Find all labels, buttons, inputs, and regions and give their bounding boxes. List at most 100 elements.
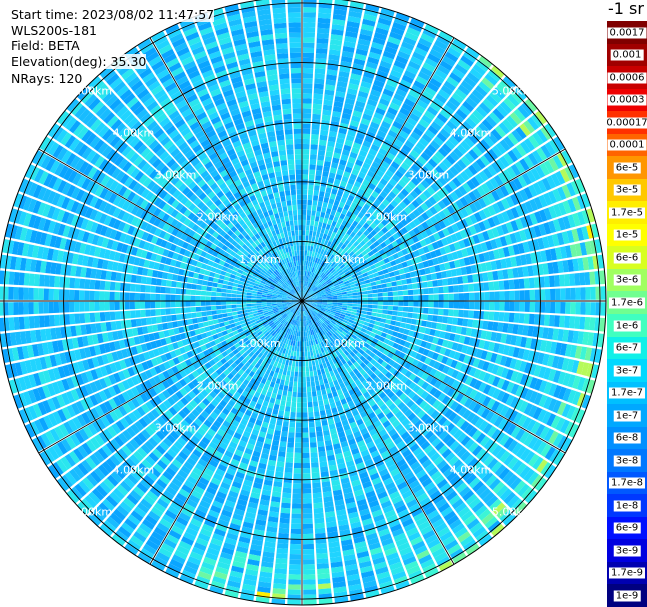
ray-gate (392, 216, 401, 225)
ray-gate (321, 420, 328, 426)
ray-gate (327, 281, 333, 286)
ray-gate (502, 246, 510, 257)
ray-gate (397, 166, 407, 175)
ray-gate (519, 387, 529, 399)
ray-gate (553, 451, 565, 466)
ray-gate (342, 344, 349, 350)
ray-gate (424, 430, 434, 440)
ray-gate (492, 270, 499, 281)
ray-gate (317, 248, 322, 254)
ray-gate (307, 320, 310, 326)
ray-gate (373, 437, 383, 446)
ray-gate (399, 79, 412, 89)
ray-gate (278, 527, 290, 534)
ray-gate (385, 319, 392, 325)
ray-gate (368, 274, 375, 279)
ray-gate (377, 270, 384, 276)
ray-gate (317, 302, 323, 305)
ray-gate (362, 113, 373, 121)
ray-gate (560, 288, 566, 300)
ray-gate (363, 13, 377, 22)
ray-gate (385, 277, 392, 283)
ray-gate (572, 196, 582, 211)
ray-gate (383, 156, 393, 165)
ray-gate (322, 109, 332, 116)
ray-gate (517, 348, 525, 360)
ray-gate (383, 387, 392, 395)
ray-gate (420, 254, 428, 262)
ray-gate (424, 237, 432, 245)
ray-gate (454, 63, 468, 75)
ray-gate (358, 349, 365, 355)
ray-gate (388, 165, 397, 174)
ray-gate (322, 302, 328, 304)
ray-gate (341, 375, 348, 383)
ray-gate (360, 118, 371, 126)
ray-gate (295, 422, 302, 428)
ray-gate (375, 107, 386, 116)
ray-gate (520, 336, 527, 348)
ray-gate (555, 417, 566, 432)
ray-gate (358, 423, 366, 431)
ray-gate (474, 292, 480, 301)
ray-gate (384, 323, 390, 329)
ray-gate (446, 205, 456, 215)
ray-gate (401, 261, 408, 268)
ray-gate (314, 512, 324, 519)
ray-gate (487, 132, 499, 144)
ray-gate (312, 200, 318, 206)
ray-gate (464, 423, 474, 435)
ray-gate (393, 532, 407, 542)
ray-gate (303, 275, 305, 281)
ray-gate (498, 343, 505, 354)
ray-gate (305, 281, 308, 287)
ray-gate (322, 346, 328, 352)
ray-gate (415, 516, 428, 527)
ray-gate (302, 154, 310, 160)
ray-gate (482, 396, 492, 407)
ray-gate (367, 98, 378, 107)
ray-gate (349, 474, 360, 482)
ray-gate (304, 336, 307, 342)
ray-gate (332, 391, 338, 398)
ray-gate (337, 462, 346, 470)
ray-gate (330, 320, 336, 325)
ray-gate (359, 369, 367, 376)
ray-gate (341, 321, 348, 327)
ray-gate (322, 298, 328, 300)
ray-gate (308, 276, 311, 283)
ray-gate (332, 301, 338, 303)
ray-gate (439, 247, 447, 255)
ray-gate (510, 498, 524, 512)
ray-gate (328, 397, 335, 404)
ray-gate (487, 321, 494, 331)
ray-gate (387, 486, 398, 496)
ray-gate (362, 272, 369, 278)
ray-gate (329, 353, 335, 360)
ray-gate (448, 350, 456, 359)
ray-gate (478, 339, 486, 349)
ray-gate (514, 86, 528, 101)
ray-gate (393, 196, 402, 204)
ray-gate (331, 305, 337, 309)
ray-gate (418, 554, 433, 565)
ray-gate (347, 321, 353, 327)
ray-gate (335, 245, 341, 252)
ray-gate (574, 273, 581, 286)
ray-gate (285, 406, 291, 412)
ray-gate (487, 205, 497, 216)
ray-gate (303, 559, 315, 565)
ray-gate (332, 438, 340, 445)
ray-gate (508, 410, 519, 422)
ray-gate (519, 301, 525, 312)
ray-gate (386, 514, 398, 523)
ray-gate (322, 222, 327, 229)
ray-gate (559, 315, 565, 328)
ray-gate (433, 455, 444, 466)
ray-gate (434, 441, 445, 452)
ray-gate (485, 261, 492, 271)
ray-gate (587, 332, 595, 346)
ray-gate (321, 295, 327, 298)
ray-gate (599, 270, 606, 285)
ray-gate (367, 207, 375, 215)
